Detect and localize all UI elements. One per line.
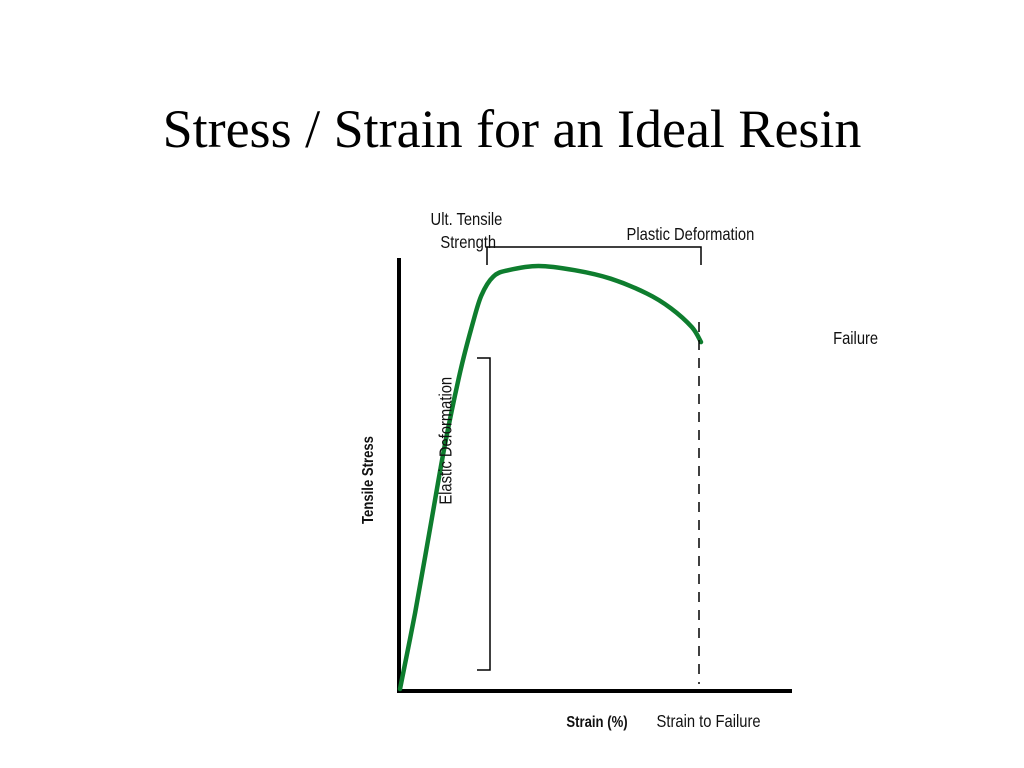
x-axis-label: Strain (%) — [566, 714, 627, 731]
failure-label: Failure — [833, 329, 878, 349]
plastic-deformation-label: Plastic Deformation — [627, 225, 755, 245]
strain-to-failure-label: Strain to Failure — [657, 712, 761, 732]
uts-label-line1: Ult. Tensile — [431, 210, 503, 230]
plastic-deformation-bracket — [486, 246, 702, 265]
y-axis-label: Tensile Stress — [360, 436, 377, 524]
slide-title: Stress / Strain for an Ideal Resin — [162, 99, 862, 159]
elastic-deformation-label: Elastic Deformation — [436, 377, 456, 505]
uts-label-line2: Strength — [440, 233, 496, 253]
stress-strain-curve — [397, 263, 704, 692]
elastic-deformation-bracket — [477, 357, 491, 671]
